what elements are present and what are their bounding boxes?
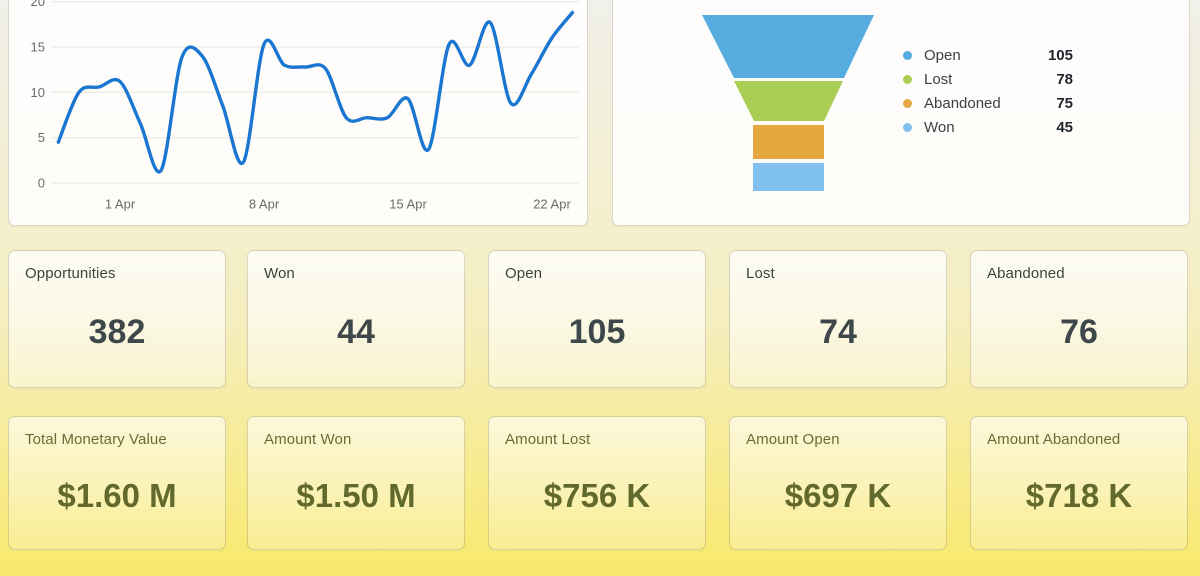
kpi-card-lost: Lost 74	[729, 250, 947, 388]
money-card-label: Total Monetary Value	[25, 431, 167, 448]
kpi-card-value: 382	[88, 313, 146, 351]
y-axis-tick: 5	[38, 130, 45, 145]
y-axis-tick: 20	[31, 0, 45, 9]
funnel-segment-0[interactable]	[702, 15, 874, 78]
legend-item-won[interactable]: Won 45	[903, 115, 1073, 139]
line-series	[56, 10, 575, 174]
y-axis-tick: 0	[38, 176, 45, 191]
money-card-label: Amount Lost	[505, 431, 591, 448]
kpi-card-abandoned: Abandoned 76	[970, 250, 1188, 388]
money-card-label: Amount Abandoned	[987, 431, 1121, 448]
money-card-amount-abandoned: Amount Abandoned $718 K	[970, 416, 1188, 550]
money-card-value: $1.60 M	[57, 477, 177, 514]
money-card-value: $1.50 M	[296, 477, 416, 514]
x-axis-tick: 1 Apr	[105, 197, 136, 212]
kpi-card-label: Open	[505, 265, 543, 282]
line-chart-svg: 0 5 10 15 20 1 Apr 8 Apr 15 Apr 22 Apr	[31, 0, 579, 212]
money-card-amount-lost: Amount Lost $756 K	[488, 416, 706, 550]
kpi-card-label: Abandoned	[987, 265, 1065, 282]
legend-dot-icon	[903, 50, 912, 60]
legend-value: 105	[1047, 46, 1073, 64]
money-card-value: $718 K	[1025, 477, 1133, 514]
kpi-card-label: Lost	[746, 265, 775, 282]
kpi-card-value: 74	[819, 313, 857, 351]
legend-value: 78	[1056, 70, 1073, 88]
kpi-card-value: 76	[1060, 313, 1098, 351]
sales-funnel-chart-card: Open 105 Lost 78 Abandoned 75 Won 45	[612, 0, 1190, 226]
funnel-segment-2[interactable]	[753, 125, 824, 159]
x-axis-tick: 15 Apr	[389, 197, 427, 212]
legend-value: 75	[1056, 94, 1073, 112]
legend-item-abandoned[interactable]: Abandoned 75	[903, 91, 1073, 115]
money-card-value: $697 K	[784, 477, 892, 514]
legend-label: Open	[924, 46, 961, 64]
money-card-amount-won: Amount Won $1.50 M	[247, 416, 465, 550]
legend-label: Lost	[924, 70, 953, 88]
kpi-card-value: 105	[568, 313, 626, 351]
money-card-value: $756 K	[543, 477, 651, 514]
legend-dot-icon	[903, 74, 912, 84]
money-card-label: Amount Open	[746, 431, 840, 448]
money-card-total-monetary-value: Total Monetary Value $1.60 M	[8, 416, 226, 550]
kpi-card-label: Opportunities	[25, 265, 116, 282]
funnel-chart-svg	[702, 15, 874, 191]
kpi-card-open: Open 105	[488, 250, 706, 388]
kpi-card-won: Won 44	[247, 250, 465, 388]
legend-label: Won	[924, 118, 955, 136]
opportunities-line-chart-card: 0 5 10 15 20 1 Apr 8 Apr 15 Apr 22 Apr	[8, 0, 588, 226]
x-axis-tick: 8 Apr	[249, 197, 280, 212]
money-card-label: Amount Won	[264, 431, 352, 448]
kpi-card-label: Won	[264, 265, 295, 282]
legend-item-lost[interactable]: Lost 78	[903, 67, 1073, 91]
legend-item-open[interactable]: Open 105	[903, 43, 1073, 67]
legend-dot-icon	[903, 98, 912, 108]
x-axis-tick: 22 Apr	[533, 197, 571, 212]
y-axis-tick: 10	[31, 85, 45, 100]
legend-label: Abandoned	[924, 94, 1001, 112]
funnel-segment-3[interactable]	[753, 163, 824, 191]
funnel-segment-1[interactable]	[734, 81, 843, 121]
funnel-legend: Open 105 Lost 78 Abandoned 75 Won 45	[903, 43, 1073, 139]
kpi-card-opportunities: Opportunities 382	[8, 250, 226, 388]
kpi-card-value: 44	[337, 313, 375, 351]
money-card-amount-open: Amount Open $697 K	[729, 416, 947, 550]
y-axis-tick: 15	[31, 40, 45, 55]
legend-value: 45	[1056, 118, 1073, 136]
legend-dot-icon	[903, 122, 912, 132]
